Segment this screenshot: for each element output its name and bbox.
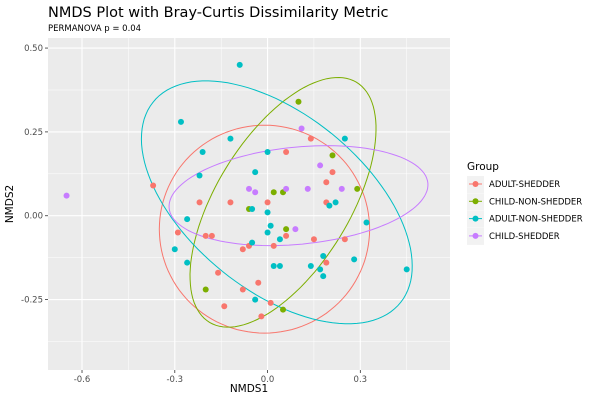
point-adult-non-shedder bbox=[249, 240, 255, 246]
point-adult-shedder bbox=[265, 199, 271, 205]
point-adult-non-shedder bbox=[308, 263, 314, 269]
point-child-shedder bbox=[252, 189, 258, 195]
point-adult-non-shedder bbox=[237, 62, 243, 68]
point-adult-non-shedder bbox=[265, 230, 271, 236]
point-adult-shedder bbox=[342, 236, 348, 242]
y-tick-label: 0.25 bbox=[24, 128, 43, 138]
point-adult-non-shedder bbox=[277, 263, 283, 269]
legend: Group ADULT-SHEDDER CHILD-NON-SHEDDER ADUL… bbox=[467, 161, 583, 245]
chart-subtitle: PERMANOVA p = 0.04 bbox=[48, 24, 141, 34]
point-adult-shedder bbox=[311, 236, 317, 242]
point-child-shedder bbox=[283, 186, 289, 192]
point-adult-non-shedder bbox=[184, 260, 190, 266]
point-child-shedder bbox=[305, 186, 311, 192]
legend-item-adult-non-shedder: ADULT-NON-SHEDDER bbox=[489, 215, 583, 225]
legend-item-child-non-shedder: CHILD-NON-SHEDDER bbox=[489, 197, 582, 207]
x-axis-ticks: -0.6 -0.3 0.0 0.3 bbox=[74, 370, 367, 385]
legend-item-adult-shedder: ADULT-SHEDDER bbox=[489, 180, 560, 190]
point-adult-non-shedder bbox=[184, 216, 190, 222]
point-adult-non-shedder bbox=[326, 203, 332, 209]
point-adult-shedder bbox=[215, 270, 221, 276]
point-adult-non-shedder bbox=[342, 136, 348, 142]
point-adult-shedder bbox=[221, 303, 227, 309]
point-child-shedder bbox=[246, 186, 252, 192]
point-adult-non-shedder bbox=[404, 266, 410, 272]
y-axis-ticks: 0.50 0.25 0.00 -0.25 bbox=[21, 44, 48, 306]
point-adult-non-shedder bbox=[320, 253, 326, 259]
point-child-non-shedder bbox=[271, 189, 277, 195]
point-adult-non-shedder bbox=[277, 236, 283, 242]
point-adult-non-shedder bbox=[333, 199, 339, 205]
point-adult-non-shedder bbox=[320, 273, 326, 279]
point-adult-shedder bbox=[308, 136, 314, 142]
point-adult-non-shedder bbox=[200, 149, 206, 155]
point-adult-shedder bbox=[271, 243, 277, 249]
x-tick-label: -0.3 bbox=[166, 375, 183, 385]
point-child-non-shedder bbox=[280, 307, 286, 313]
point-child-shedder bbox=[292, 226, 298, 232]
point-child-non-shedder bbox=[283, 226, 289, 232]
point-adult-non-shedder bbox=[351, 256, 357, 262]
point-adult-non-shedder bbox=[265, 209, 271, 215]
point-adult-non-shedder bbox=[268, 223, 274, 229]
point-adult-non-shedder bbox=[172, 246, 178, 252]
point-adult-non-shedder bbox=[197, 172, 203, 178]
point-child-shedder bbox=[64, 193, 70, 199]
point-child-non-shedder bbox=[354, 186, 360, 192]
point-child-shedder bbox=[317, 162, 323, 168]
point-adult-shedder bbox=[329, 169, 335, 175]
point-adult-shedder bbox=[203, 233, 209, 239]
point-adult-shedder bbox=[258, 313, 264, 319]
point-adult-shedder bbox=[283, 233, 289, 239]
y-tick-label: 0.00 bbox=[24, 212, 43, 222]
point-adult-shedder bbox=[209, 233, 215, 239]
point-adult-shedder bbox=[175, 230, 181, 236]
chart-title: NMDS Plot with Bray-Curtis Dissimilarity… bbox=[48, 5, 389, 21]
legend-key-point bbox=[473, 181, 479, 187]
point-adult-non-shedder bbox=[252, 297, 258, 303]
point-adult-shedder bbox=[323, 260, 329, 266]
x-axis-label: NMDS1 bbox=[230, 383, 268, 395]
point-adult-shedder bbox=[197, 199, 203, 205]
legend-key-point bbox=[473, 233, 479, 239]
point-adult-shedder bbox=[227, 199, 233, 205]
point-adult-shedder bbox=[283, 149, 289, 155]
point-adult-non-shedder bbox=[317, 266, 323, 272]
x-tick-label: 0.3 bbox=[354, 375, 368, 385]
point-adult-non-shedder bbox=[227, 136, 233, 142]
point-child-non-shedder bbox=[203, 287, 209, 293]
point-adult-non-shedder bbox=[271, 263, 277, 269]
point-adult-non-shedder bbox=[249, 206, 255, 212]
point-adult-shedder bbox=[255, 280, 261, 286]
point-child-non-shedder bbox=[329, 152, 335, 158]
point-adult-non-shedder bbox=[364, 219, 370, 225]
y-axis-label: NMDS2 bbox=[4, 185, 16, 223]
point-child-non-shedder bbox=[295, 99, 301, 105]
point-child-shedder bbox=[339, 186, 345, 192]
point-adult-non-shedder bbox=[178, 119, 184, 125]
legend-item-child-shedder: CHILD-SHEDDER bbox=[489, 232, 560, 242]
point-adult-shedder bbox=[150, 183, 156, 189]
legend-title: Group bbox=[467, 161, 499, 173]
legend-key-point bbox=[473, 198, 479, 204]
y-tick-label: 0.50 bbox=[24, 44, 43, 54]
legend-key-point bbox=[473, 216, 479, 222]
point-adult-shedder bbox=[240, 287, 246, 293]
x-tick-label: -0.6 bbox=[74, 375, 91, 385]
point-child-shedder bbox=[299, 126, 305, 132]
point-adult-shedder bbox=[323, 179, 329, 185]
point-adult-shedder bbox=[240, 246, 246, 252]
point-adult-shedder bbox=[268, 300, 274, 306]
point-adult-non-shedder bbox=[252, 169, 258, 175]
point-adult-non-shedder bbox=[265, 149, 271, 155]
y-tick-label: -0.25 bbox=[21, 296, 43, 306]
